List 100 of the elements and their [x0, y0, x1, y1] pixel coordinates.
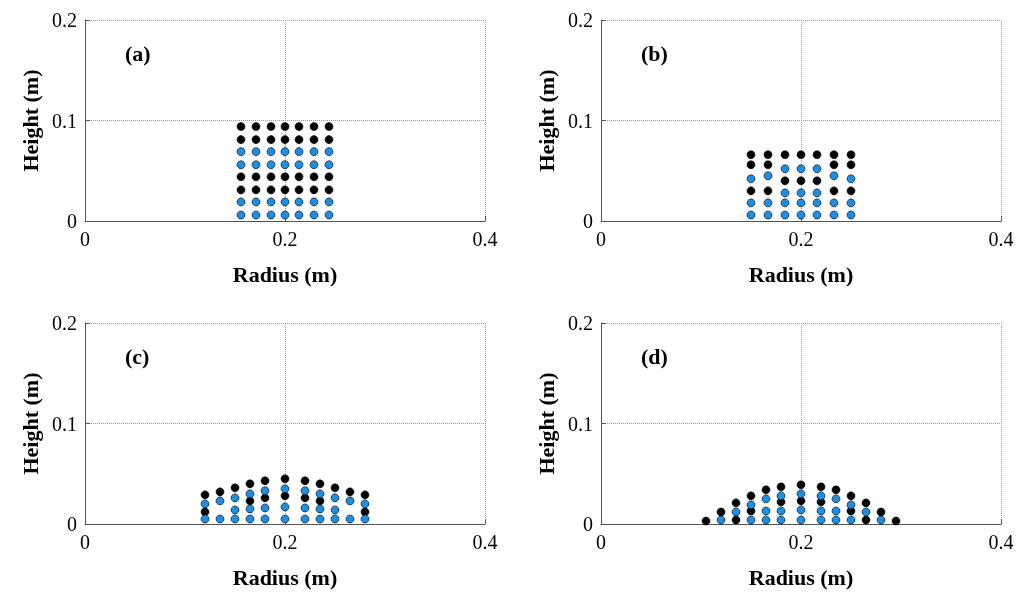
y-tick-label: 0.1	[52, 109, 77, 132]
point	[294, 122, 304, 131]
point	[816, 482, 826, 492]
point	[309, 122, 319, 131]
y-axis-title: Height (m)	[17, 372, 43, 475]
point	[236, 185, 246, 195]
point	[831, 494, 841, 504]
point	[763, 198, 773, 208]
point	[746, 210, 756, 220]
point	[245, 489, 255, 499]
point	[200, 507, 210, 517]
point	[315, 489, 325, 499]
point	[230, 483, 240, 493]
point	[251, 197, 261, 207]
point	[315, 514, 325, 524]
y-axis-title: Height (m)	[533, 69, 559, 172]
point	[761, 494, 771, 504]
point	[876, 515, 886, 525]
point	[861, 507, 871, 517]
point	[300, 503, 310, 513]
point	[300, 486, 310, 496]
point	[780, 198, 790, 208]
point	[345, 487, 355, 497]
point	[230, 514, 240, 524]
point	[761, 515, 771, 525]
annotation: (d)	[641, 343, 668, 369]
x-tick-label: 0.4	[472, 228, 498, 250]
point	[360, 514, 370, 524]
point	[716, 515, 726, 525]
point	[251, 172, 261, 182]
point	[200, 514, 210, 524]
point	[846, 515, 856, 525]
point	[251, 185, 261, 195]
point	[746, 150, 756, 159]
point	[345, 514, 355, 524]
point	[816, 491, 826, 501]
point	[324, 147, 334, 156]
point	[812, 150, 822, 159]
point	[746, 500, 756, 510]
annotation: (a)	[125, 40, 151, 66]
point	[280, 491, 290, 501]
point	[230, 505, 240, 515]
point	[236, 122, 246, 131]
point	[816, 515, 826, 525]
point	[829, 171, 839, 181]
point	[796, 188, 806, 198]
point	[746, 515, 756, 525]
point	[215, 514, 225, 524]
y-tick-label: 0	[583, 513, 593, 535]
point	[846, 210, 856, 220]
y-tick-label: 0.1	[568, 412, 593, 435]
point	[260, 503, 270, 513]
point	[294, 185, 304, 195]
point	[236, 147, 246, 156]
point	[280, 122, 290, 131]
point	[330, 505, 340, 515]
point	[280, 135, 290, 144]
point	[746, 160, 756, 170]
point	[266, 135, 276, 144]
point	[309, 172, 319, 182]
point	[763, 150, 773, 159]
x-axis-title: Radius (m)	[748, 564, 854, 590]
point	[236, 172, 246, 182]
point	[266, 147, 276, 156]
point	[360, 490, 370, 500]
point	[251, 135, 261, 144]
point	[309, 135, 319, 144]
point	[780, 210, 790, 220]
point	[324, 197, 334, 207]
point	[796, 198, 806, 208]
point	[761, 506, 771, 516]
y-tick-label: 0	[67, 210, 77, 232]
y-tick-label: 0.1	[568, 109, 593, 132]
point	[260, 493, 270, 503]
point	[776, 515, 786, 525]
point	[266, 210, 276, 220]
point	[846, 500, 856, 510]
point	[796, 515, 806, 525]
point	[360, 499, 370, 509]
point	[280, 514, 290, 524]
point	[266, 197, 276, 207]
point	[266, 160, 276, 170]
point	[829, 210, 839, 220]
annotation: (b)	[641, 40, 668, 66]
y-tick-label: 0.2	[52, 9, 77, 31]
point	[812, 210, 822, 220]
point	[796, 496, 806, 506]
point	[861, 498, 871, 508]
point	[280, 147, 290, 156]
point	[309, 210, 319, 220]
point	[330, 514, 340, 524]
point	[280, 185, 290, 195]
point	[763, 171, 773, 181]
point	[280, 172, 290, 182]
point	[812, 164, 822, 174]
point	[236, 135, 246, 144]
point	[324, 172, 334, 182]
point	[309, 147, 319, 156]
point	[294, 172, 304, 182]
point	[746, 174, 756, 184]
